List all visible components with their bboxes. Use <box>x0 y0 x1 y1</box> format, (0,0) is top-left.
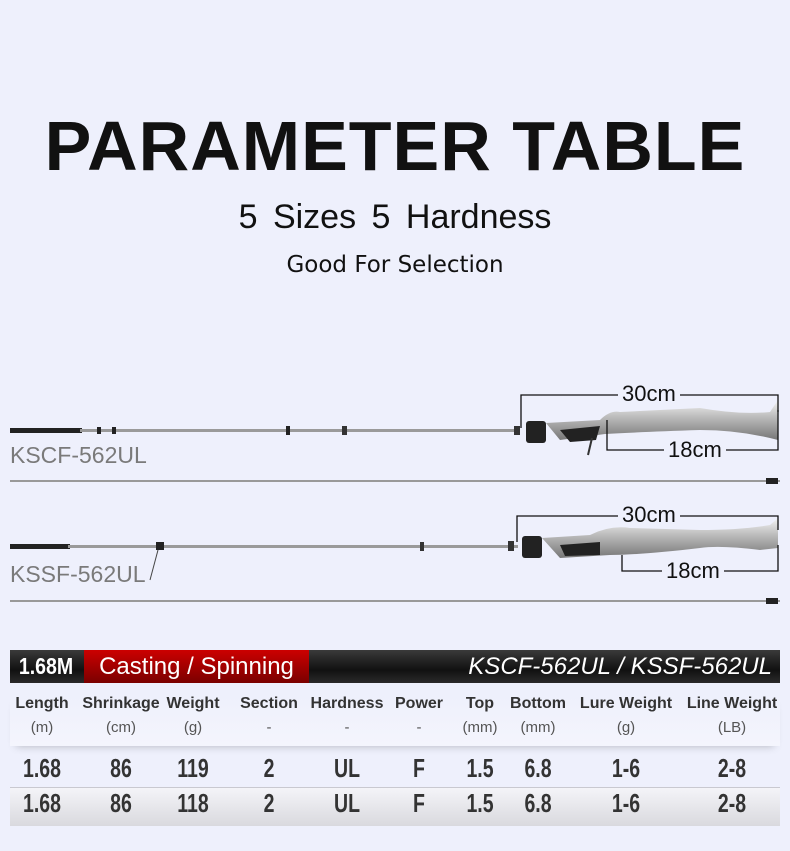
column-header: Section <box>240 695 298 712</box>
table-cell: 2-8 <box>717 788 747 818</box>
table-cell: 86 <box>110 788 132 818</box>
handle-length-label: 30cm <box>618 503 680 527</box>
rod-model-label: KSSF-562UL <box>10 561 146 587</box>
column-header: Lure Weight <box>579 695 673 712</box>
table-cell: F <box>413 788 425 818</box>
table-cell: UL <box>333 788 361 818</box>
column-unit: (m) <box>30 719 54 736</box>
column-header: Power <box>394 695 444 712</box>
column-header: Line Weight <box>686 695 778 712</box>
column-header: Bottom <box>510 695 566 712</box>
table-cell: 1.68 <box>23 753 61 783</box>
casting-rod-image <box>10 400 780 484</box>
column-unit: - <box>344 719 350 736</box>
table-cell: 119 <box>177 753 209 783</box>
table-cell: 2 <box>263 788 275 818</box>
table-cell: 1-6 <box>611 753 641 783</box>
column-header: Weight <box>166 695 220 712</box>
table-cell: 1.5 <box>466 753 494 783</box>
column-unit: (g) <box>616 719 636 736</box>
rod-type-label: Casting / Spinning <box>84 650 309 683</box>
column-unit: - <box>266 719 272 736</box>
subtitle: 5 Sizes 5 Hardness <box>238 198 552 236</box>
table-cell: F <box>413 753 425 783</box>
table-cell: 2 <box>263 753 275 783</box>
grip-length-label: 18cm <box>664 438 726 462</box>
column-unit: (mm) <box>462 719 498 736</box>
column-unit: - <box>416 719 422 736</box>
page-title: PARAMETER TABLE <box>44 107 746 185</box>
rod-model-label: KSCF-562UL <box>10 442 147 468</box>
table-cell: UL <box>333 753 361 783</box>
table-cell: 6.8 <box>524 788 552 818</box>
column-header: Shrinkage <box>82 695 160 712</box>
models-label: KSCF-562UL / KSSF-562UL <box>468 653 772 680</box>
size-label: 1.68M <box>18 653 74 679</box>
table-cell: 86 <box>110 753 132 783</box>
column-unit: (LB) <box>717 719 747 736</box>
table-cell: 1-6 <box>611 788 641 818</box>
spinning-rod-image <box>10 518 780 604</box>
tagline: Good For Selection <box>286 252 504 278</box>
column-unit: (cm) <box>106 719 136 736</box>
grip-length-label: 18cm <box>662 559 724 583</box>
column-header: Length <box>15 695 69 712</box>
table-cell: 1.68 <box>23 788 61 818</box>
column-header: Top <box>465 695 495 712</box>
table-row-bg <box>10 787 780 826</box>
table-banner: 1.68M Casting / Spinning KSCF-562UL / KS… <box>10 650 780 683</box>
rod-illustrations <box>10 394 780 604</box>
table-cell: 2-8 <box>717 753 747 783</box>
table-cell: 6.8 <box>524 753 552 783</box>
column-header: Hardness <box>310 695 384 712</box>
table-header-bg <box>10 694 780 746</box>
column-unit: (g) <box>183 719 203 736</box>
column-unit: (mm) <box>520 719 556 736</box>
table-cell: 118 <box>177 788 209 818</box>
table-cell: 1.5 <box>466 788 494 818</box>
handle-length-label: 30cm <box>618 382 680 406</box>
